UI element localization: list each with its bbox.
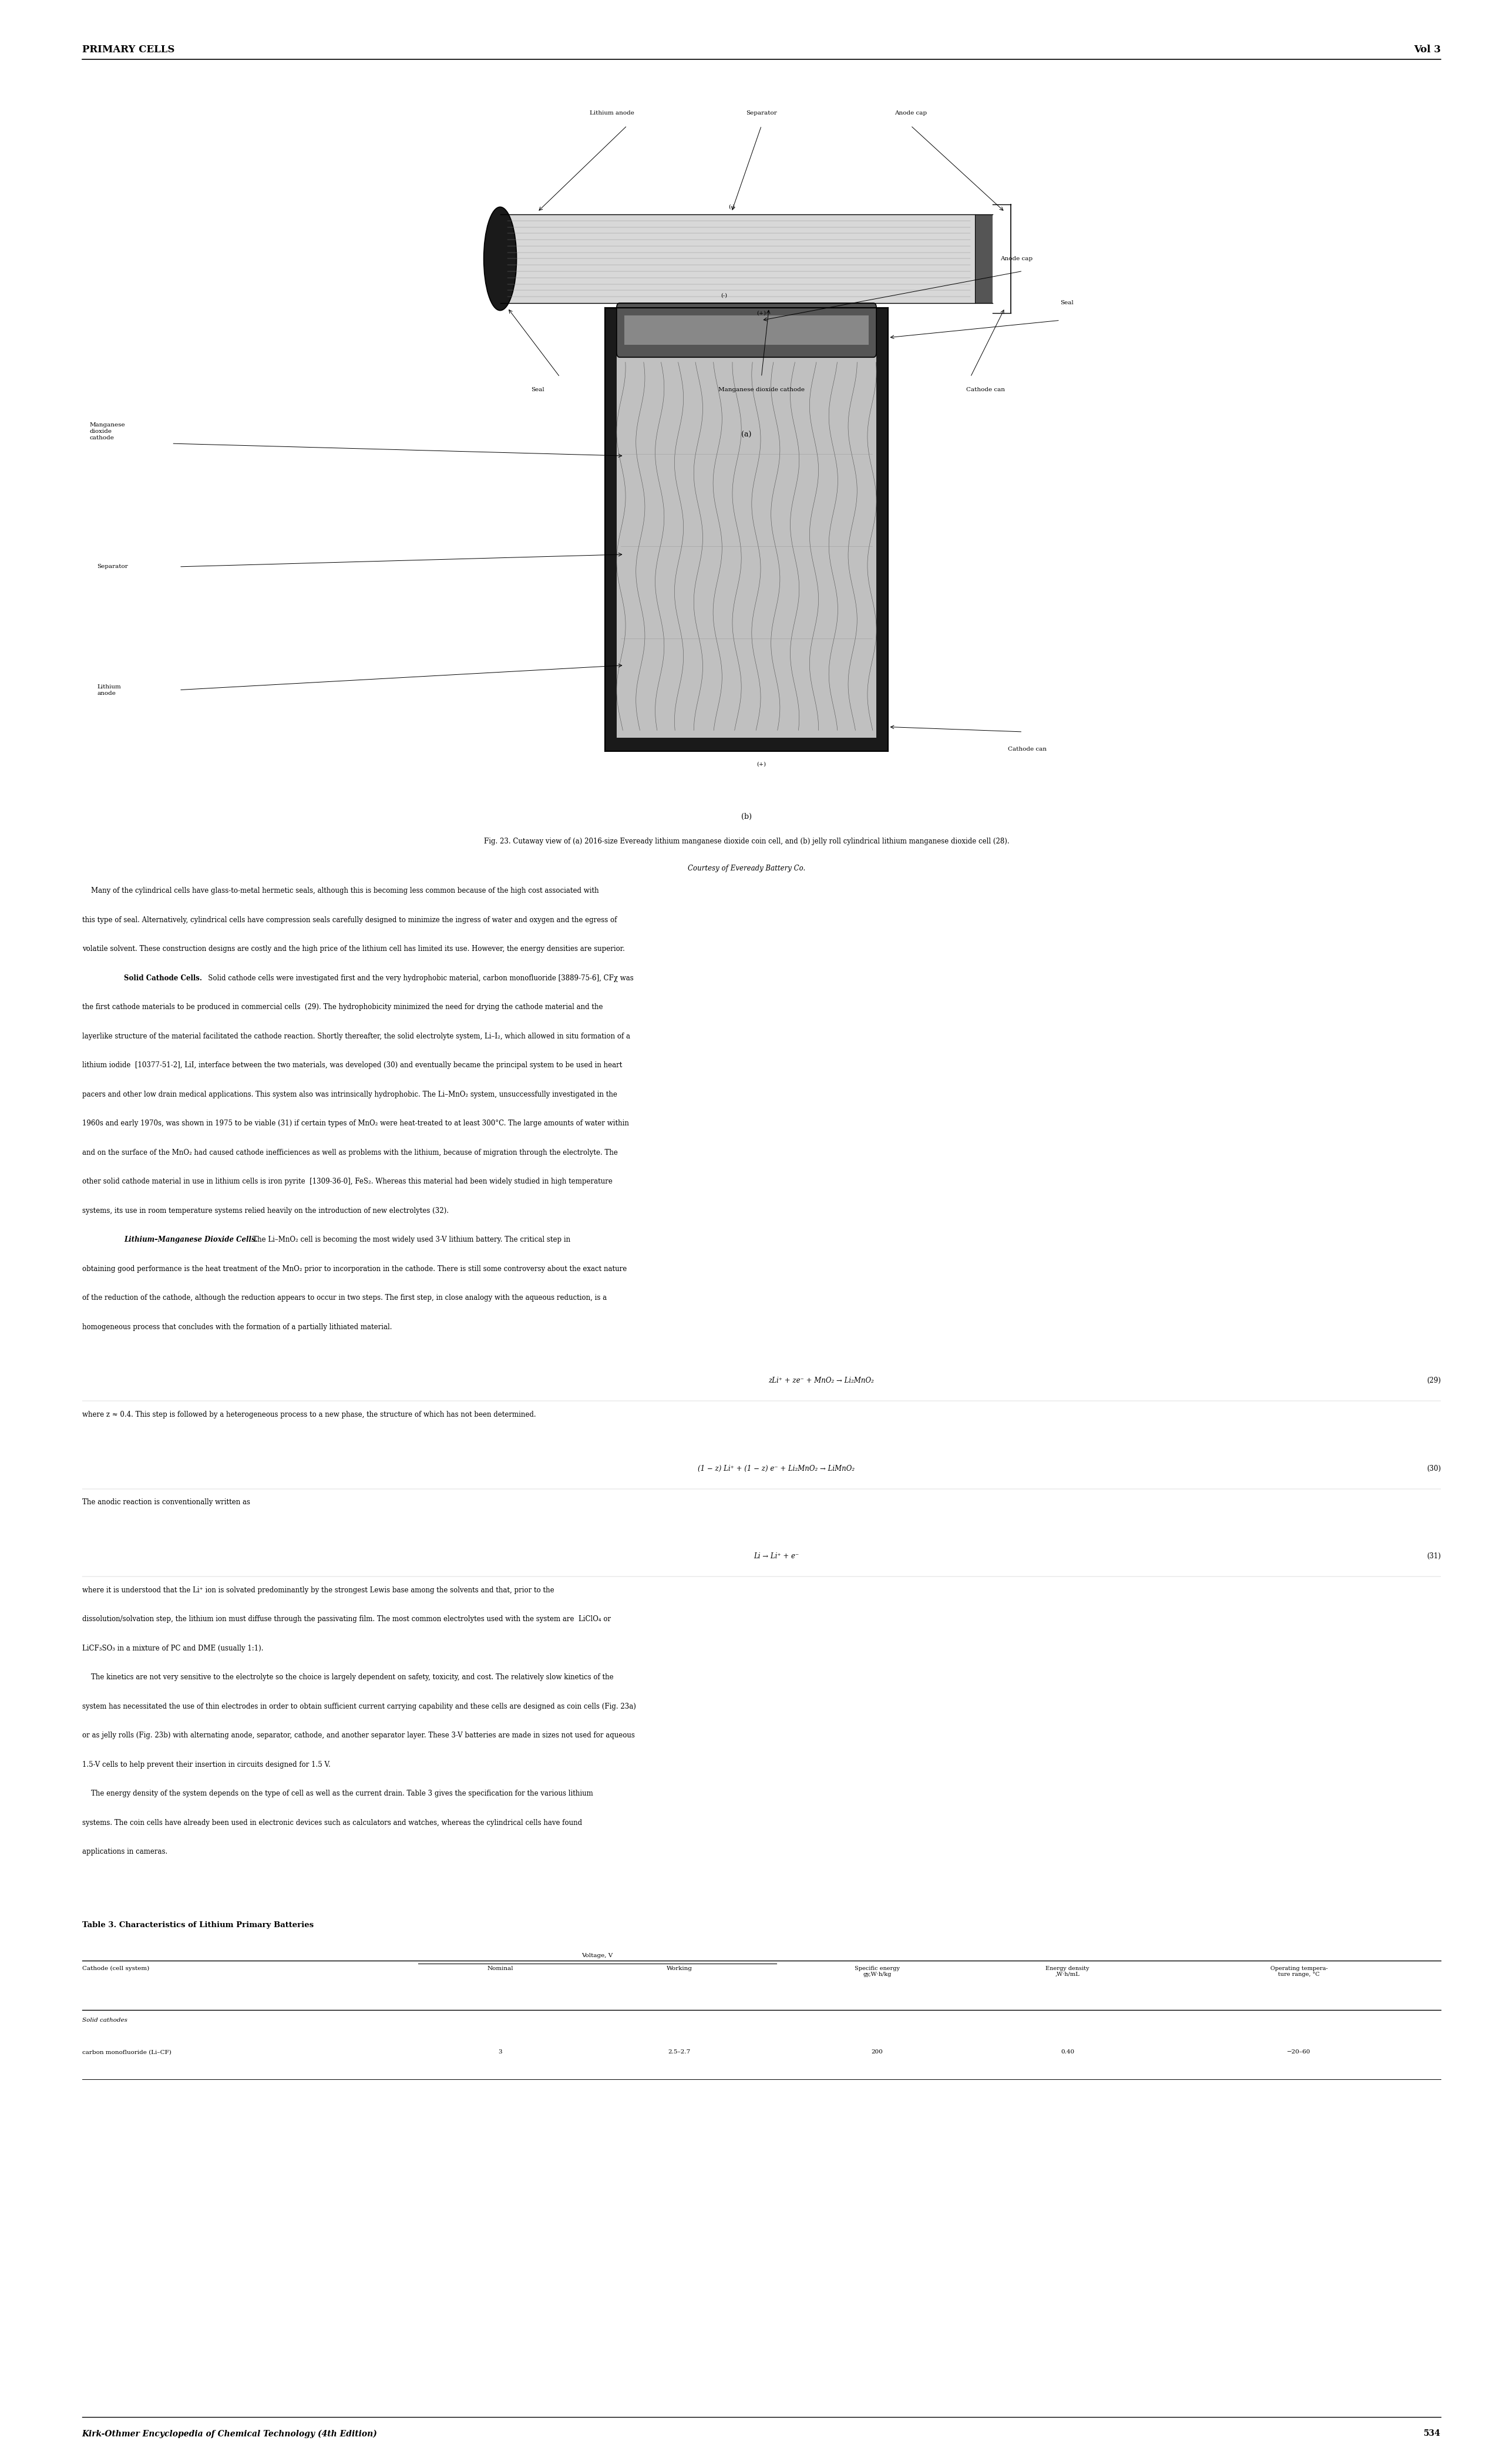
Text: Energy density
,W·h/mL: Energy density ,W·h/mL <box>1045 1966 1090 1976</box>
Text: system has necessitated the use of thin electrodes in order to obtain sufficient: system has necessitated the use of thin … <box>82 1703 636 1710</box>
Text: of the reduction of the cathode, although the reduction appears to occur in two : of the reduction of the cathode, althoug… <box>82 1294 606 1301</box>
Text: 1.5-V cells to help prevent their insertion in circuits designed for 1.5 V.: 1.5-V cells to help prevent their insert… <box>82 1762 330 1769</box>
Text: (-): (-) <box>721 293 727 298</box>
Text: systems. The coin cells have already been used in electronic devices such as cal: systems. The coin cells have already bee… <box>82 1818 582 1826</box>
Text: obtaining good performance is the heat treatment of the MnO₂ prior to incorporat: obtaining good performance is the heat t… <box>82 1264 627 1271</box>
Text: The kinetics are not very sensitive to the electrolyte so the choice is largely : The kinetics are not very sensitive to t… <box>82 1673 614 1680</box>
Text: Seal: Seal <box>1060 301 1073 306</box>
Text: (30): (30) <box>1426 1464 1441 1471</box>
Text: Cathode (cell system): Cathode (cell system) <box>82 1966 149 1971</box>
Bar <box>605 308 888 752</box>
Text: Anode cap: Anode cap <box>1000 256 1033 261</box>
Text: (1 − z) Li⁺ + (1 − z) e⁻ + Li₂MnO₂ → LiMnO₂: (1 − z) Li⁺ + (1 − z) e⁻ + Li₂MnO₂ → LiM… <box>697 1464 855 1471</box>
Text: LiCF₃SO₃ in a mixture of PC and DME (usually 1:1).: LiCF₃SO₃ in a mixture of PC and DME (usu… <box>82 1643 263 1651</box>
Text: systems, its use in room temperature systems relied heavily on the introduction : systems, its use in room temperature sys… <box>82 1207 448 1215</box>
Text: this type of seal. Alternatively, cylindrical cells have compression seals caref: this type of seal. Alternatively, cylind… <box>82 917 617 924</box>
Text: 534: 534 <box>1424 2430 1441 2437</box>
Text: carbon monofluoride (Li–CF): carbon monofluoride (Li–CF) <box>82 2050 172 2055</box>
Text: Vol 3: Vol 3 <box>1414 44 1441 54</box>
Text: Solid cathodes: Solid cathodes <box>82 2018 127 2023</box>
Text: homogeneous process that concludes with the formation of a partially lithiated m: homogeneous process that concludes with … <box>82 1323 393 1331</box>
Text: Manganese
dioxide
cathode: Manganese dioxide cathode <box>90 421 125 441</box>
Bar <box>975 214 993 303</box>
Text: where it is understood that the Li⁺ ion is solvated predominantly by the stronge: where it is understood that the Li⁺ ion … <box>82 1587 554 1594</box>
Text: (-): (-) <box>729 205 735 209</box>
Text: Lithium
anode: Lithium anode <box>97 685 121 695</box>
Text: applications in cameras.: applications in cameras. <box>82 1848 167 1855</box>
Text: Li → Li⁺ + e⁻: Li → Li⁺ + e⁻ <box>754 1552 799 1560</box>
Text: Separator: Separator <box>746 111 776 116</box>
Text: The energy density of the system depends on the type of cell as well as the curr: The energy density of the system depends… <box>82 1789 593 1796</box>
Text: Cathode can: Cathode can <box>966 387 1005 392</box>
Text: −20–60: −20–60 <box>1287 2050 1311 2055</box>
Text: (31): (31) <box>1427 1552 1441 1560</box>
Text: Working: Working <box>666 1966 693 1971</box>
Text: Lithium anode: Lithium anode <box>590 111 635 116</box>
Text: volatile solvent. These construction designs are costly and the high price of th: volatile solvent. These construction des… <box>82 946 624 954</box>
Text: Seal: Seal <box>532 387 543 392</box>
Text: 200: 200 <box>872 2050 882 2055</box>
Text: other solid cathode material in use in lithium cells is iron pyrite  [1309-36-0]: other solid cathode material in use in l… <box>82 1178 612 1185</box>
Text: PRIMARY CELLS: PRIMARY CELLS <box>82 44 175 54</box>
Text: Many of the cylindrical cells have glass-to-metal hermetic seals, although this : Many of the cylindrical cells have glass… <box>82 887 599 894</box>
Text: (a): (a) <box>742 431 751 439</box>
Text: (+): (+) <box>757 310 766 315</box>
Bar <box>624 315 869 345</box>
Text: where z ≈ 0.4. This step is followed by a heterogeneous process to a new phase, : where z ≈ 0.4. This step is followed by … <box>82 1412 536 1419</box>
Text: Courtesy of Eveready Battery Co.: Courtesy of Eveready Battery Co. <box>688 865 805 872</box>
Text: Solid Cathode Cells.: Solid Cathode Cells. <box>124 973 202 981</box>
FancyBboxPatch shape <box>617 303 876 357</box>
Text: Voltage, V: Voltage, V <box>582 1954 612 1959</box>
Text: Solid cathode cells were investigated first and the very hydrophobic material, c: Solid cathode cells were investigated fi… <box>202 973 633 981</box>
Text: 1960s and early 1970s, was shown in 1975 to be viable (31) if certain types of M: 1960s and early 1970s, was shown in 1975… <box>82 1119 629 1126</box>
Text: and on the surface of the MnO₂ had caused cathode inefficiences as well as probl: and on the surface of the MnO₂ had cause… <box>82 1148 618 1156</box>
Ellipse shape <box>484 207 517 310</box>
Text: Nominal: Nominal <box>487 1966 514 1971</box>
Text: Table 3. Characteristics of Lithium Primary Batteries: Table 3. Characteristics of Lithium Prim… <box>82 1922 314 1929</box>
Bar <box>500 214 993 303</box>
Text: Operating tempera-
ture range, °C: Operating tempera- ture range, °C <box>1271 1966 1327 1976</box>
Text: (29): (29) <box>1427 1377 1441 1385</box>
Bar <box>605 308 617 752</box>
Text: (+): (+) <box>757 761 766 766</box>
Text: Lithium–Manganese Dioxide Cells.: Lithium–Manganese Dioxide Cells. <box>124 1237 258 1244</box>
Bar <box>605 737 888 752</box>
Text: 3: 3 <box>499 2050 502 2055</box>
Text: Kirk-Othmer Encyclopedia of Chemical Technology (4th Edition): Kirk-Othmer Encyclopedia of Chemical Tec… <box>82 2430 378 2437</box>
Text: Cathode can: Cathode can <box>1008 747 1047 752</box>
Text: lithium iodide  [10377-51-2], LiI, interface between the two materials, was deve: lithium iodide [10377-51-2], LiI, interf… <box>82 1062 623 1069</box>
Text: or as jelly rolls (Fig. 23b) with alternating anode, separator, cathode, and ano: or as jelly rolls (Fig. 23b) with altern… <box>82 1732 635 1740</box>
Text: The anodic reaction is conventionally written as: The anodic reaction is conventionally wr… <box>82 1498 251 1506</box>
Text: pacers and other low drain medical applications. This system also was intrinsica: pacers and other low drain medical appli… <box>82 1092 617 1099</box>
Text: dissolution/solvation step, the lithium ion must diffuse through the passivating: dissolution/solvation step, the lithium … <box>82 1616 611 1624</box>
Text: Manganese dioxide cathode: Manganese dioxide cathode <box>718 387 805 392</box>
Text: 2.5–2.7: 2.5–2.7 <box>667 2050 691 2055</box>
Bar <box>876 308 888 752</box>
Text: The Li–MnO₂ cell is becoming the most widely used 3-V lithium battery. The criti: The Li–MnO₂ cell is becoming the most wi… <box>246 1237 570 1244</box>
Text: 0.40: 0.40 <box>1060 2050 1075 2055</box>
Text: zLi⁺ + ze⁻ + MnO₂ → Li₂MnO₂: zLi⁺ + ze⁻ + MnO₂ → Li₂MnO₂ <box>769 1377 873 1385</box>
Text: layerlike structure of the material facilitated the cathode reaction. Shortly th: layerlike structure of the material faci… <box>82 1032 630 1040</box>
Text: Specific energy
gy,W·h/kg: Specific energy gy,W·h/kg <box>854 1966 900 1976</box>
Text: the first cathode materials to be produced in commercial cells  (29). The hydrop: the first cathode materials to be produc… <box>82 1003 603 1010</box>
Text: Fig. 23. Cutaway view of (a) 2016-size Eveready lithium manganese dioxide coin c: Fig. 23. Cutaway view of (a) 2016-size E… <box>484 838 1009 845</box>
Text: Anode cap: Anode cap <box>894 111 927 116</box>
Text: Separator: Separator <box>97 564 128 569</box>
Text: (b): (b) <box>741 813 752 821</box>
